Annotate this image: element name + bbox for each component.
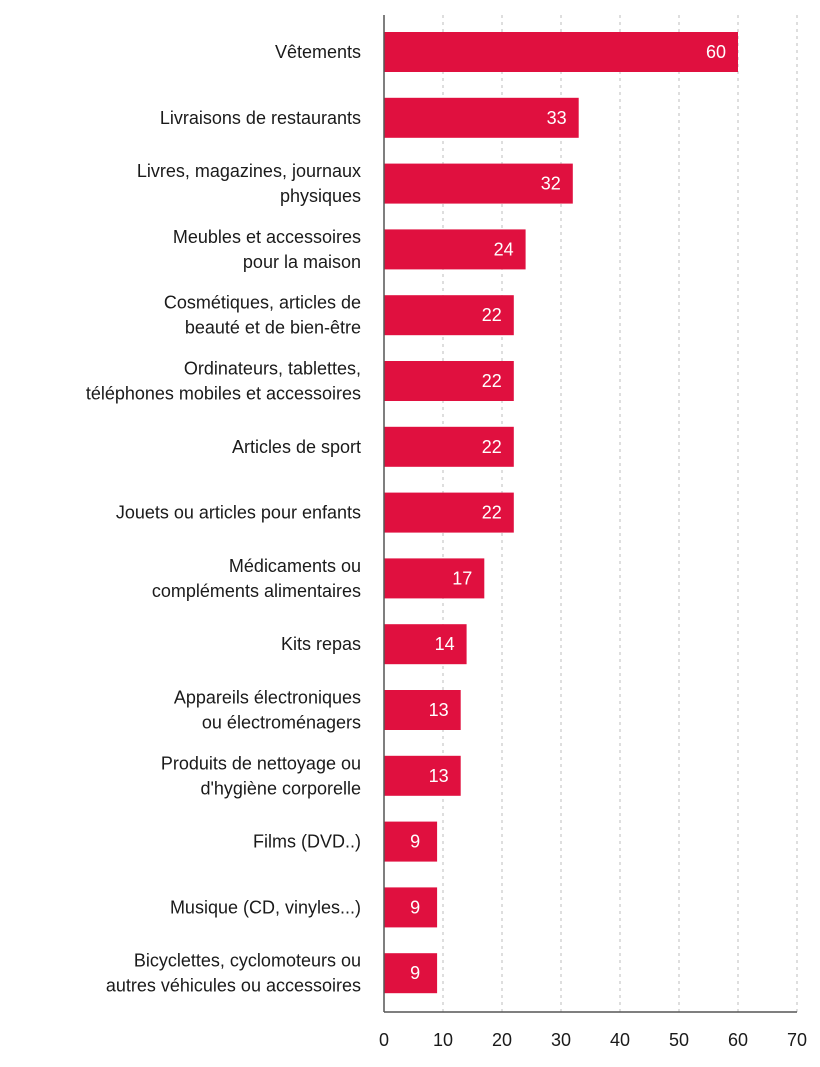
- bar-value-label: 22: [482, 371, 502, 391]
- x-tick-label: 20: [492, 1030, 512, 1050]
- bar-value-label: 13: [429, 766, 449, 786]
- category-label: Kits repas: [281, 634, 361, 654]
- bar: [384, 32, 738, 72]
- category-label: Livres, magazines, journaux physiques: [137, 161, 361, 206]
- bar: [384, 624, 467, 665]
- category-label: Films (DVD..): [253, 832, 361, 852]
- bar-value-label: 32: [541, 174, 561, 194]
- bar-value-label: 17: [452, 568, 472, 588]
- category-label: Vêtements: [275, 42, 361, 62]
- category-label: Articles de sport: [232, 437, 361, 457]
- axes: 0 10 20 30 40 50 60 70: [379, 15, 807, 1050]
- x-tick-label: 50: [669, 1030, 689, 1050]
- bar-value-label: 60: [706, 42, 726, 62]
- bar-value-label: 22: [482, 437, 502, 457]
- bar: [384, 755, 461, 796]
- bar: [384, 558, 485, 599]
- bar: [384, 295, 514, 336]
- category-label: Livraisons de restaurants: [160, 108, 361, 128]
- bar: [384, 690, 461, 730]
- bar-value-label: 9: [410, 897, 420, 917]
- x-tick-label: 70: [787, 1030, 807, 1050]
- bar: [384, 887, 438, 928]
- bar-value-label: 24: [494, 239, 514, 259]
- x-tick-label: 0: [379, 1030, 389, 1050]
- x-tick-label: 60: [728, 1030, 748, 1050]
- bar-value-label: 9: [410, 832, 420, 852]
- x-tick-label: 40: [610, 1030, 630, 1050]
- bars: 60 33 32 24 22 22 22 22 17 14 13 13 9 9 9: [384, 32, 738, 994]
- bar-value-label: 22: [482, 305, 502, 325]
- bar: [384, 492, 514, 533]
- x-tick-label: 10: [433, 1030, 453, 1050]
- bar-value-label: 14: [435, 634, 455, 654]
- category-label: Musique (CD, vinyles...): [170, 897, 361, 917]
- bar-value-label: 33: [547, 108, 567, 128]
- bar: [384, 821, 438, 862]
- bar: [384, 426, 514, 467]
- category-label: Meubles et accessoires pour la maison: [173, 227, 361, 272]
- category-label: Produits de nettoyage ou d'hygiène corpor…: [161, 753, 361, 798]
- bar: [384, 163, 573, 204]
- bar: [384, 361, 514, 401]
- category-label: Appareils électroniques ou électroménager…: [174, 688, 361, 733]
- bar: [384, 953, 438, 994]
- category-label: Médicaments ou compléments alimentaires: [152, 556, 361, 601]
- category-label: Bicyclettes, cyclomoteurs ou autres véhic…: [106, 951, 361, 996]
- bar: [384, 97, 579, 138]
- x-tick-label: 30: [551, 1030, 571, 1050]
- bar-value-label: 22: [482, 503, 502, 523]
- bar-value-label: 9: [410, 963, 420, 983]
- bar: [384, 229, 526, 270]
- category-label: Ordinateurs, tablettes, téléphones mobile…: [86, 359, 361, 404]
- category-labels: Vêtements Livraisons de restaurants Livres…: [86, 42, 361, 996]
- category-label: Cosmétiques, articles de beauté et de bie…: [164, 293, 361, 338]
- category-label: Jouets ou articles pour enfants: [116, 503, 361, 523]
- bar-value-label: 13: [429, 700, 449, 720]
